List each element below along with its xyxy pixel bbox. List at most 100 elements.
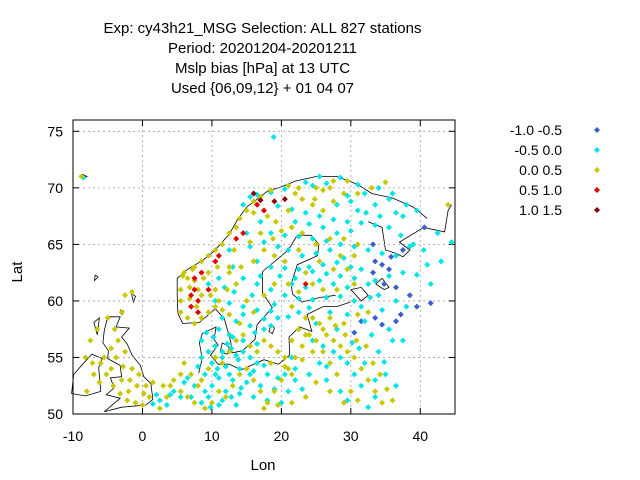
point-series-2-180: [299, 196, 306, 203]
point-series-0-16: [370, 241, 377, 248]
point-series-0-8: [397, 311, 404, 318]
point-series-1-133: [229, 264, 236, 270]
point-series-1-115: [156, 397, 163, 404]
point-series-1-216: [347, 198, 354, 205]
point-series-1-46: [295, 266, 302, 273]
point-series-2-60: [108, 365, 115, 372]
point-series-2-62: [125, 388, 132, 395]
point-series-1-173: [247, 371, 254, 378]
point-series-1-108: [233, 401, 240, 408]
point-series-2-76: [205, 365, 212, 372]
point-series-1-80: [261, 326, 267, 333]
point-series-1-79: [247, 322, 254, 329]
point-series-2-193: [140, 390, 147, 397]
point-series-1-13: [274, 202, 281, 209]
point-series-4-0: [257, 197, 264, 204]
point-series-3-5: [212, 258, 219, 265]
point-series-2-154: [261, 292, 267, 299]
point-series-1-110: [191, 382, 198, 389]
point-series-1-71: [351, 297, 358, 304]
legend-marker-0: [594, 127, 600, 133]
point-series-2-213: [376, 371, 383, 378]
point-series-1-20: [372, 222, 379, 229]
point-series-2-147: [340, 235, 347, 242]
point-series-2-167: [186, 284, 193, 291]
data-points: [78, 133, 455, 412]
point-series-1-192: [271, 301, 278, 308]
point-series-1-69: [323, 294, 330, 301]
point-series-4-2: [281, 196, 288, 203]
point-series-1-39: [420, 247, 427, 254]
point-series-0-17: [399, 247, 406, 254]
point-series-1-94: [264, 371, 271, 378]
point-series-1-179: [181, 379, 188, 386]
point-series-2-168: [179, 273, 186, 280]
point-series-1-150: [295, 309, 302, 316]
y-axis-label: Lat: [9, 261, 26, 283]
point-series-1-82: [240, 337, 247, 344]
point-series-2-143: [261, 247, 267, 254]
chart-title-line-2: Period: 20201204-20201211: [167, 40, 358, 57]
point-series-2-158: [243, 297, 250, 304]
coastline-map: [71, 173, 452, 413]
point-series-2-40: [226, 269, 233, 276]
point-series-0-6: [406, 292, 413, 299]
point-series-1-236: [320, 261, 327, 268]
point-series-2-15: [233, 224, 240, 231]
point-series-1-62: [365, 404, 372, 411]
point-series-1-65: [267, 286, 274, 293]
point-series-2-29: [299, 230, 306, 237]
x-tick-label-3: 20: [274, 428, 290, 444]
point-series-1-90: [208, 360, 215, 367]
point-series-2-23: [330, 178, 337, 185]
point-series-2-57: [142, 382, 149, 389]
point-series-2-128: [167, 382, 174, 389]
point-series-1-18: [344, 218, 351, 225]
point-series-2-109: [299, 343, 306, 350]
point-series-2-221: [274, 401, 281, 408]
point-series-3-12: [302, 280, 309, 287]
point-series-1-221: [392, 209, 399, 216]
y-tick-label-3: 65: [47, 236, 63, 252]
point-series-2-72: [177, 388, 184, 395]
point-series-3-11: [261, 207, 267, 214]
point-series-2-139: [340, 320, 347, 327]
point-series-2-71: [170, 377, 177, 384]
point-series-1-26: [354, 207, 361, 214]
point-series-1-149: [285, 313, 292, 320]
point-series-2-31: [320, 207, 327, 214]
point-series-2-32: [330, 198, 337, 205]
point-series-1-212: [320, 224, 327, 231]
point-series-2-49: [118, 309, 125, 316]
point-series-2-112: [278, 377, 285, 384]
point-series-1-193: [288, 280, 295, 287]
point-series-1-137: [243, 230, 250, 237]
point-series-1-164: [361, 318, 368, 325]
point-series-1-11: [337, 174, 344, 181]
point-series-1-159: [372, 377, 379, 384]
point-series-1-175: [228, 394, 235, 401]
point-series-2-10: [198, 258, 205, 265]
point-series-1-88: [205, 348, 212, 355]
point-series-2-28: [288, 224, 295, 231]
point-series-2-13: [219, 241, 226, 248]
point-series-1-218: [375, 184, 382, 191]
point-series-2-95: [337, 343, 344, 350]
point-series-1-186: [210, 334, 217, 341]
point-series-1-87: [247, 354, 254, 361]
point-series-1-134: [215, 275, 222, 282]
point-series-1-59: [382, 371, 389, 378]
point-series-2-94: [330, 337, 337, 344]
point-series-2-181: [313, 184, 320, 191]
point-series-1-9: [316, 173, 323, 180]
point-series-2-211: [363, 343, 370, 350]
point-series-1-123: [337, 388, 344, 395]
point-series-1-104: [250, 394, 257, 401]
point-series-2-35: [295, 247, 302, 254]
point-series-1-185: [224, 340, 231, 347]
point-series-2-204: [288, 371, 295, 378]
point-series-2-106: [320, 348, 327, 355]
point-series-2-146: [326, 235, 333, 242]
point-series-1-132: [313, 320, 320, 327]
point-series-2-38: [344, 266, 351, 273]
